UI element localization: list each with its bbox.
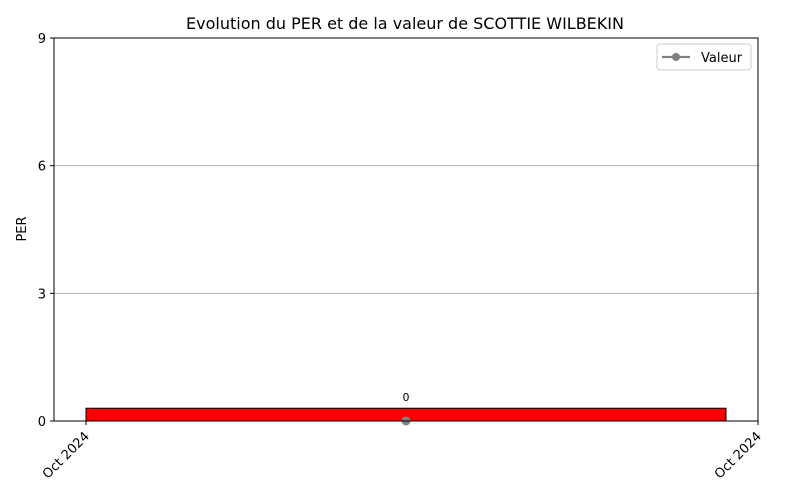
y-tick-label-0: 0 (38, 415, 46, 430)
legend-entry-valeur: Valeur (701, 51, 743, 66)
legend-box (656, 43, 752, 71)
grid-lines (54, 165, 758, 294)
y-axis-ticks: 0 3 6 9 (38, 32, 54, 430)
x-axis-ticks: Oct 2024 Oct 2024 (40, 421, 765, 482)
legend-point-marker (672, 53, 680, 61)
y-tick-label-6: 6 (38, 160, 46, 175)
plot-frame (53, 37, 759, 422)
legend: Valeur (656, 43, 752, 71)
bars-group: 0 (85, 391, 727, 422)
y-tick-label-9: 9 (38, 32, 46, 47)
bar-data-label-0: 0 (403, 391, 410, 404)
y-tick-label-3: 3 (38, 287, 46, 302)
chart-title: Evolution du PER et de la valeur de SCOT… (186, 14, 624, 33)
y-axis-label: PER (15, 216, 30, 241)
x-tick-label-0: Oct 2024 (40, 429, 93, 482)
x-tick-label-1: Oct 2024 (712, 429, 765, 482)
